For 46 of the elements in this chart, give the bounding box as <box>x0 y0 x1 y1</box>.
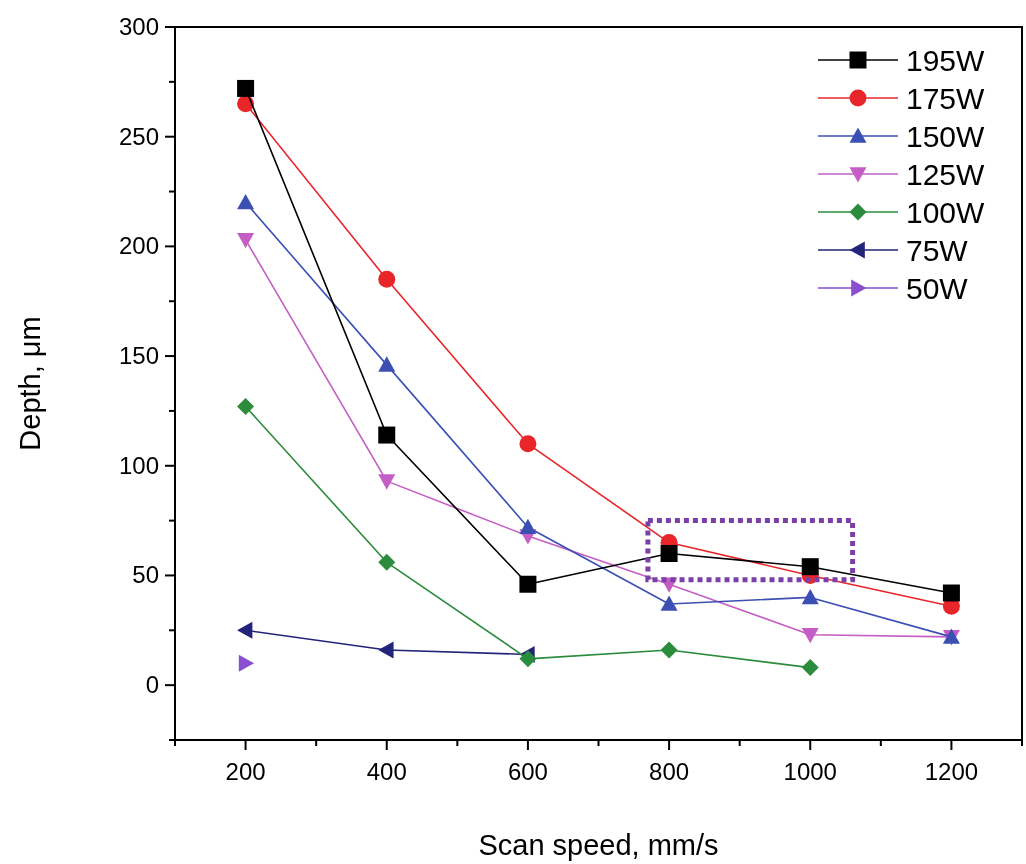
point <box>519 650 537 668</box>
point <box>801 659 819 677</box>
point <box>378 641 394 659</box>
point <box>801 558 819 576</box>
point <box>801 588 819 605</box>
y-tick-label: 150 <box>118 342 159 370</box>
y-tick-label: 200 <box>118 232 159 260</box>
point <box>237 194 255 210</box>
point <box>237 621 253 639</box>
x-tick-label: 1000 <box>783 758 837 785</box>
point <box>237 233 255 249</box>
point <box>378 474 396 490</box>
point <box>378 356 396 372</box>
legend-label: 50W <box>906 272 969 305</box>
point <box>378 426 396 444</box>
point <box>660 545 678 563</box>
point <box>378 553 396 571</box>
point <box>801 627 819 644</box>
y-tick-label: 50 <box>132 561 159 589</box>
x-tick-label: 200 <box>225 758 266 785</box>
point <box>942 584 960 602</box>
point <box>237 398 255 416</box>
x-tick-label: 1200 <box>924 758 979 785</box>
legend-label: 150W <box>906 120 986 153</box>
legend-label: 100W <box>906 196 986 229</box>
point <box>660 641 678 659</box>
x-tick-label: 600 <box>507 758 548 785</box>
point <box>660 595 678 611</box>
legend-label: 195W <box>906 44 986 77</box>
point <box>519 575 537 593</box>
y-axis-title: Depth, μm <box>14 316 46 451</box>
y-tick-label: 250 <box>118 122 159 150</box>
x-axis-title: Scan speed, mm/s <box>478 829 719 861</box>
y-tick-label: 0 <box>145 671 159 699</box>
legend-label: 125W <box>906 158 986 191</box>
x-tick-label: 400 <box>366 758 407 785</box>
point <box>238 654 255 672</box>
x-tick-label: 800 <box>649 758 690 785</box>
point <box>378 270 396 288</box>
y-tick-label: 300 <box>118 13 159 40</box>
y-tick-label: 100 <box>118 451 159 479</box>
legend-label: 175W <box>906 82 986 115</box>
legend-label: 75W <box>906 234 969 267</box>
point <box>237 79 255 97</box>
point <box>519 518 537 534</box>
point <box>519 435 537 453</box>
